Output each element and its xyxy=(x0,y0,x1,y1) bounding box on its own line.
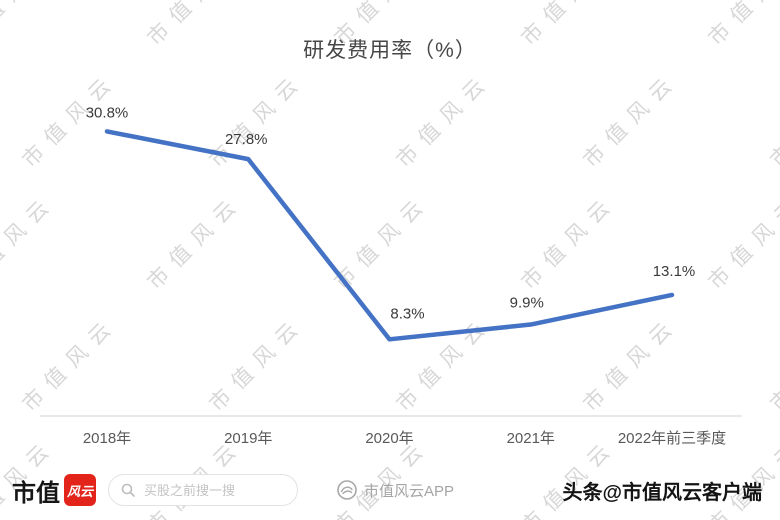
x-axis-label: 2018年 xyxy=(83,430,131,447)
data-label: 8.3% xyxy=(390,305,424,322)
x-axis-label: 2020年 xyxy=(365,430,413,447)
search-input[interactable] xyxy=(142,481,282,499)
search-icon xyxy=(121,483,135,497)
data-label: 9.9% xyxy=(510,295,544,312)
toutiao-handle: 头条@市值风云客户端 xyxy=(562,481,762,504)
x-axis-label: 2019年 xyxy=(224,430,272,447)
x-axis-label: 2021年 xyxy=(507,430,555,447)
data-label: 13.1% xyxy=(653,263,696,280)
x-axis-label: 2022年前三季度 xyxy=(618,430,726,447)
data-label: 27.8% xyxy=(225,131,268,148)
app-label: 市值风云APP xyxy=(364,482,455,500)
footer-bar: 市值 风云 市值风云APP 头条@市值风云客户端 xyxy=(0,460,780,520)
brand-badge-icon: 风云 xyxy=(64,474,96,506)
brand-logo: 市值 风云 xyxy=(12,473,96,508)
brand-text: 市值 xyxy=(12,479,60,507)
app-logo-icon xyxy=(336,479,358,501)
data-label: 30.8% xyxy=(86,104,129,121)
app-badge: 市值风云APP xyxy=(336,479,454,501)
chart-title: 研发费用率（%） xyxy=(303,39,477,62)
line-chart: 30.8% 27.8% 8.3% 9.9% 13.1% 2018年 2019年 2020年 20… xyxy=(40,104,742,447)
search-box[interactable] xyxy=(108,474,298,506)
